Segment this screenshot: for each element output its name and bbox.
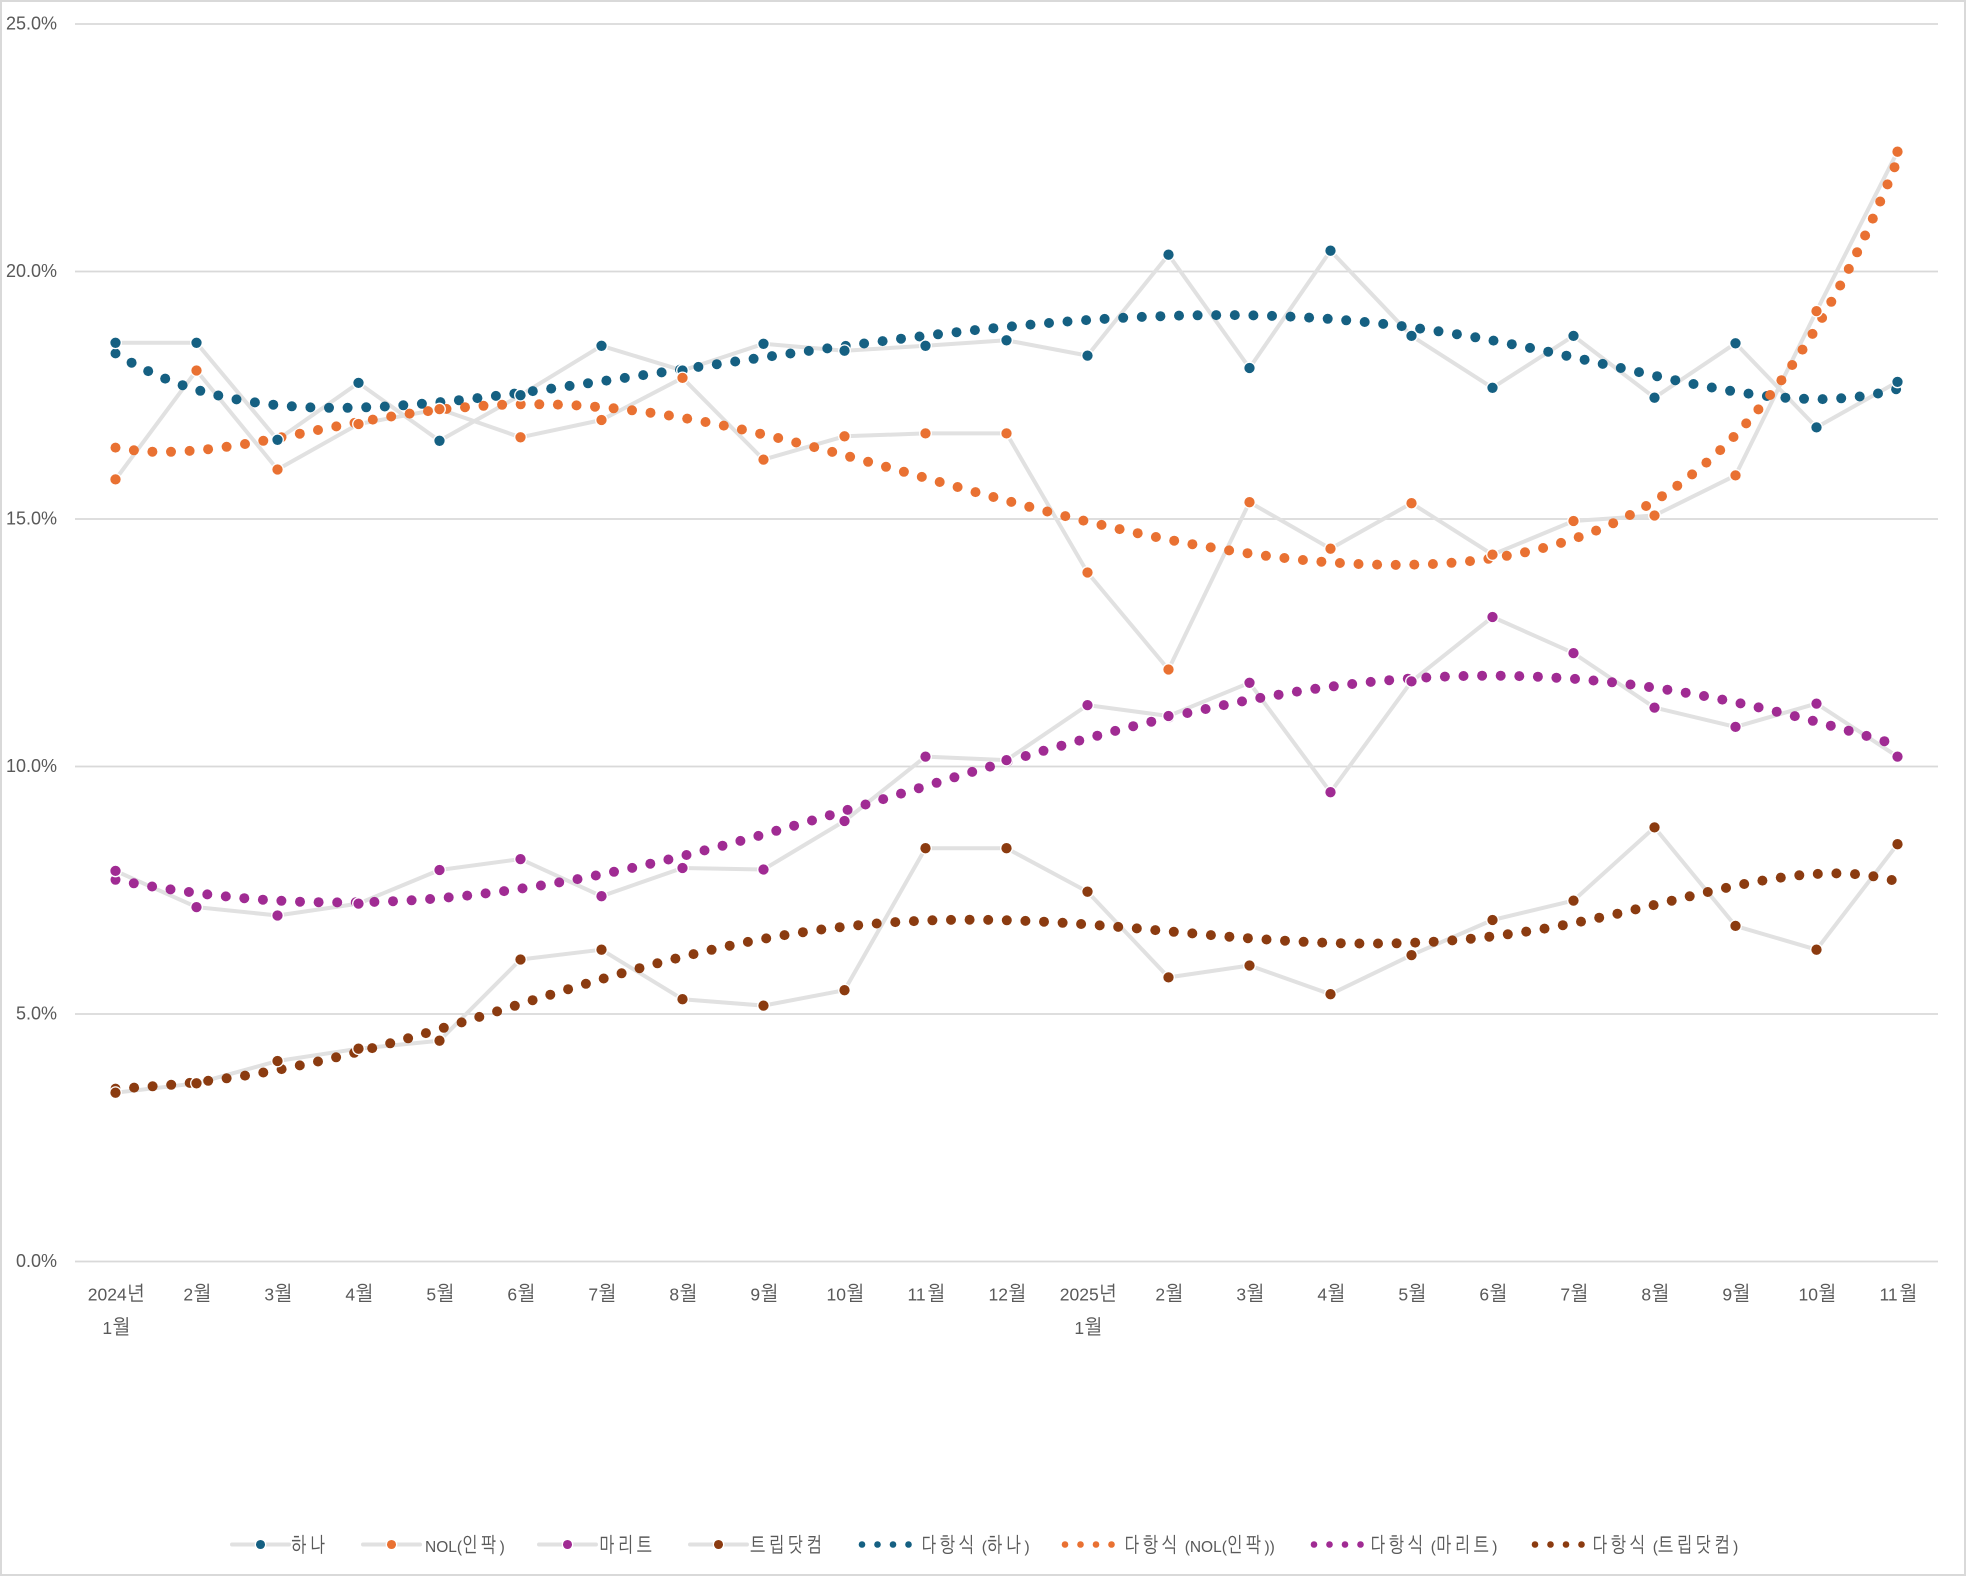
svg-text:6: 6 (1479, 1285, 1489, 1305)
svg-text:(NOL(: (NOL( (1185, 1539, 1228, 1556)
svg-text:NOL(: NOL( (425, 1539, 463, 1556)
svg-text:)): )) (1265, 1539, 1275, 1556)
svg-text:10: 10 (827, 1285, 847, 1305)
svg-text:9: 9 (750, 1285, 760, 1305)
svg-text:9: 9 (1722, 1285, 1732, 1305)
svg-text:(: ( (982, 1539, 988, 1556)
svg-text:0.0%: 0.0% (16, 1251, 57, 1271)
svg-text:7: 7 (1560, 1285, 1570, 1305)
svg-text:10.0%: 10.0% (6, 756, 57, 776)
svg-text:11: 11 (1880, 1285, 1898, 1305)
svg-text:(: ( (1653, 1539, 1659, 1556)
svg-text:20.0%: 20.0% (6, 261, 57, 281)
svg-text:5: 5 (1398, 1285, 1408, 1305)
svg-text:2024: 2024 (88, 1285, 127, 1305)
svg-text:2025: 2025 (1060, 1285, 1099, 1305)
svg-text:15.0%: 15.0% (6, 509, 57, 529)
svg-text:3: 3 (264, 1285, 274, 1305)
svg-text:): ) (500, 1539, 505, 1556)
svg-text:12: 12 (989, 1285, 1008, 1305)
svg-text:6: 6 (507, 1285, 517, 1305)
svg-text:10: 10 (1799, 1285, 1819, 1305)
svg-text:5: 5 (426, 1285, 436, 1305)
svg-text:4: 4 (345, 1285, 355, 1305)
svg-text:): ) (1025, 1539, 1030, 1556)
svg-text:5.0%: 5.0% (16, 1004, 57, 1024)
svg-text:3: 3 (1236, 1285, 1246, 1305)
svg-text:1: 1 (102, 1318, 112, 1338)
svg-text:8: 8 (669, 1285, 679, 1305)
svg-text:(: ( (1431, 1539, 1437, 1556)
svg-text:8: 8 (1641, 1285, 1651, 1305)
svg-text:): ) (1733, 1539, 1738, 1556)
svg-text:): ) (1492, 1539, 1497, 1556)
svg-text:4: 4 (1317, 1285, 1327, 1305)
svg-text:2: 2 (183, 1285, 193, 1305)
svg-text:2: 2 (1155, 1285, 1165, 1305)
svg-text:25.0%: 25.0% (6, 14, 57, 34)
svg-text:7: 7 (588, 1285, 598, 1305)
svg-text:11: 11 (908, 1285, 926, 1305)
svg-text:1: 1 (1074, 1318, 1084, 1338)
